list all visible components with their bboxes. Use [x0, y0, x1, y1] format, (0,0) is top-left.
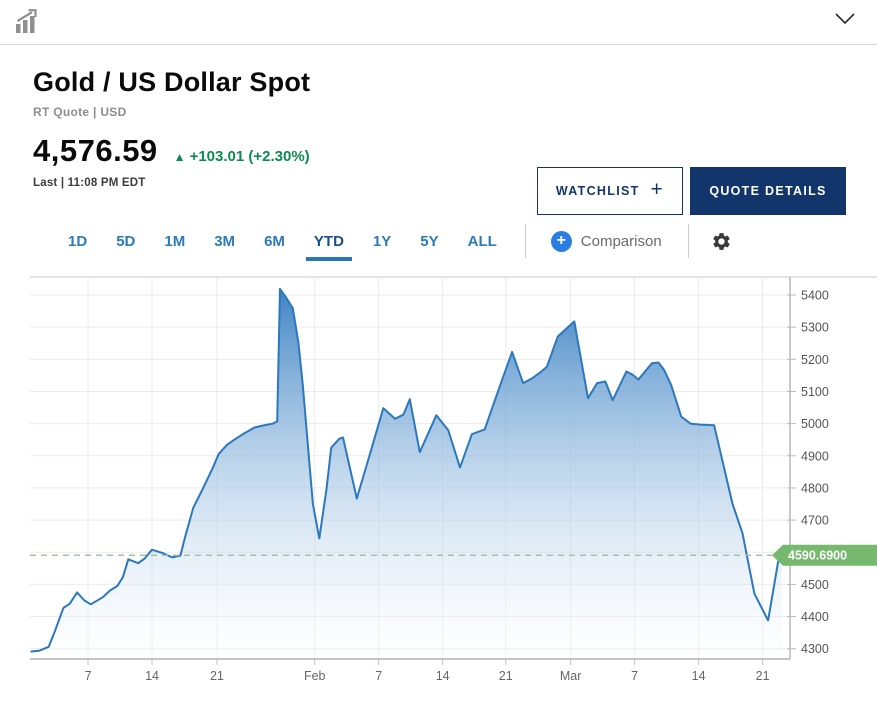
x-axis-labels: 7 14 21 Feb 7 14 21 Mar 7 14 21: [85, 659, 770, 683]
svg-text:14: 14: [145, 669, 159, 683]
watchlist-button[interactable]: WATCHLIST +: [537, 167, 683, 215]
svg-text:4700: 4700: [801, 514, 829, 528]
tab-1m[interactable]: 1M: [164, 232, 186, 250]
svg-text:21: 21: [499, 669, 513, 683]
range-toolbar: 1D 5D 1M 3M 6M YTD 1Y 5Y ALL + Comparison: [67, 223, 877, 261]
svg-text:Mar: Mar: [560, 669, 582, 683]
tab-5y[interactable]: 5Y: [420, 232, 439, 250]
tab-6m[interactable]: 6M: [264, 232, 285, 250]
up-arrow-icon: ▲: [173, 150, 186, 164]
price-chart[interactable]: 7 14 21 Feb 7 14 21 Mar 7 14 21 4300 4400 4500 4700 480…: [0, 262, 877, 692]
svg-text:14: 14: [436, 669, 450, 683]
svg-text:7: 7: [631, 669, 638, 683]
plus-icon: +: [650, 177, 665, 201]
svg-text:5100: 5100: [801, 385, 829, 399]
last-price-label: 4590.6900: [772, 544, 877, 566]
bar-chart-up-icon[interactable]: [14, 8, 40, 41]
svg-text:5300: 5300: [801, 321, 829, 335]
svg-text:5400: 5400: [801, 289, 829, 303]
price-change: ▲ +103.01 (+2.30%): [174, 148, 310, 165]
price-change-text: +103.01 (+2.30%): [189, 148, 310, 165]
page-title: Gold / US Dollar Spot: [33, 67, 311, 97]
quote-details-button[interactable]: QUOTE DETAILS: [690, 167, 846, 215]
divider: [687, 224, 689, 258]
svg-text:21: 21: [756, 669, 770, 683]
svg-text:21: 21: [210, 669, 224, 683]
tab-1y[interactable]: 1Y: [372, 232, 392, 250]
svg-text:7: 7: [85, 669, 92, 683]
svg-text:4800: 4800: [801, 481, 829, 495]
svg-text:5000: 5000: [801, 417, 829, 431]
tab-1d[interactable]: 1D: [68, 232, 88, 250]
svg-text:4590.6900: 4590.6900: [788, 549, 847, 563]
gear-icon[interactable]: [711, 231, 732, 252]
svg-text:14: 14: [692, 669, 706, 683]
divider: [524, 224, 526, 258]
price-line: [30, 287, 783, 653]
svg-text:4400: 4400: [801, 610, 829, 624]
last-timestamp: Last | 11:08 PM EDT: [33, 177, 146, 189]
svg-text:7: 7: [375, 669, 382, 683]
tab-5d[interactable]: 5D: [116, 232, 136, 250]
comparison-button[interactable]: + Comparison: [550, 230, 662, 252]
svg-text:4900: 4900: [801, 449, 829, 463]
svg-text:4500: 4500: [801, 578, 829, 592]
svg-text:5200: 5200: [801, 353, 829, 367]
y-axis-labels: 4300 4400 4500 4700 4800 4900 5000 5100 5200 5300…: [787, 289, 829, 656]
range-tabs: 1D 5D 1M 3M 6M YTD 1Y 5Y ALL: [67, 231, 525, 261]
tab-3m[interactable]: 3M: [214, 232, 236, 250]
comparison-label: Comparison: [580, 232, 662, 250]
last-price: 4,576.59: [33, 133, 158, 168]
chevron-down-icon[interactable]: [835, 12, 855, 30]
top-bar: [0, 0, 877, 45]
tab-ytd[interactable]: YTD: [305, 232, 352, 261]
quote-subtitle: RT Quote | USD: [33, 105, 127, 119]
svg-text:Feb: Feb: [304, 669, 326, 683]
quote-details-button-label: QUOTE DETAILS: [709, 184, 827, 198]
svg-text:4300: 4300: [801, 642, 829, 656]
watchlist-button-label: WATCHLIST: [555, 184, 640, 198]
tab-all[interactable]: ALL: [467, 232, 497, 250]
quote-header: Gold / US Dollar Spot RT Quote | USD 4,5…: [0, 67, 877, 261]
price-row: 4,576.59 ▲ +103.01 (+2.30%): [33, 133, 877, 169]
area-fill: [30, 288, 782, 659]
add-comparison-icon: +: [550, 230, 572, 252]
